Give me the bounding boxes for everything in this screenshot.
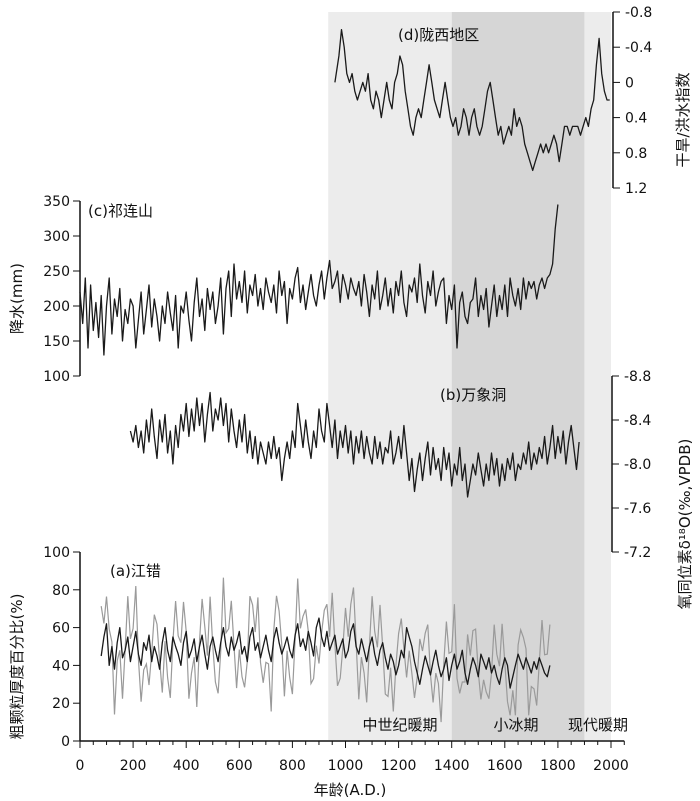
y-tick-label-a: 20 (52, 696, 70, 712)
series-c (79, 204, 559, 356)
period-band-2 (451, 12, 585, 740)
y-tick-label-d: 0 (625, 75, 634, 91)
panel-title-c: (c)祁连山 (88, 202, 153, 220)
panel-title-d: (d)陇西地区 (398, 26, 479, 44)
period-band-3 (584, 12, 611, 740)
panel-title-a: (a)江错 (110, 562, 161, 580)
y-tick-label-c: 300 (43, 229, 70, 245)
series-d (334, 28, 610, 172)
y-tick-label-a: 0 (61, 734, 70, 750)
y-tick-label-b: -7.2 (624, 545, 651, 561)
x-tick-label: 2000 (593, 758, 629, 774)
period-label-3: 现代暖期 (568, 716, 628, 734)
y-tick-label-b: -8.0 (624, 457, 651, 473)
y-tick-label-a: 60 (52, 621, 70, 637)
period-shading (328, 12, 611, 740)
x-tick-label: 200 (120, 758, 147, 774)
period-label-1: 中世纪暖期 (362, 716, 437, 734)
y-tick-label-d: 1.2 (625, 181, 647, 197)
x-tick-label: 800 (279, 758, 306, 774)
y-tick-label-b: -8.4 (624, 413, 651, 429)
x-tick-label: 1400 (434, 758, 470, 774)
y-tick-label-b: -8.8 (624, 369, 651, 385)
y-tick-label-d: -0.8 (625, 5, 652, 21)
panel-title-b: (b)万象洞 (440, 386, 506, 404)
x-tick-label: 0 (76, 758, 85, 774)
y-tick-label-b: -7.6 (624, 501, 651, 517)
y-tick-label-c: 150 (43, 334, 70, 350)
axes-layer (73, 11, 625, 748)
y-tick-label-a: 40 (52, 658, 70, 674)
period-label-2: 小冰期 (493, 716, 538, 734)
period-band-1 (328, 12, 452, 740)
x-tick-label: 1000 (328, 758, 364, 774)
y-axis-label-a: 粗颗粒厚度百分比(%) (8, 594, 26, 740)
y-tick-label-c: 100 (43, 369, 70, 385)
y-axis-label-c: 降水(mm) (8, 263, 26, 334)
series-a (100, 617, 551, 689)
x-tick-label: 1800 (540, 758, 576, 774)
y-tick-label-a: 80 (52, 583, 70, 599)
x-tick-label: 1600 (487, 758, 523, 774)
y-axis-label-b: 氧同位素δ¹⁸O(‰,VPDB) (676, 439, 694, 610)
series-layer (79, 28, 610, 723)
x-axis-label: 年龄(A.D.) (314, 781, 387, 799)
y-tick-label-d: 0.4 (625, 111, 647, 127)
y-tick-label-c: 350 (43, 194, 70, 210)
x-tick-label: 1200 (381, 758, 417, 774)
y-tick-label-d: -0.4 (625, 40, 652, 56)
x-tick-label: 400 (173, 758, 200, 774)
y-tick-label-a: 100 (43, 545, 70, 561)
y-tick-label-c: 250 (43, 264, 70, 280)
x-tick-label: 600 (226, 758, 253, 774)
y-axis-label-d: 干旱/洪水指数 (674, 72, 692, 167)
series-b (129, 391, 580, 498)
y-tick-label-d: 0.8 (625, 146, 647, 162)
y-tick-label-c: 200 (43, 299, 70, 315)
series-a-raw-envelope (100, 577, 551, 723)
